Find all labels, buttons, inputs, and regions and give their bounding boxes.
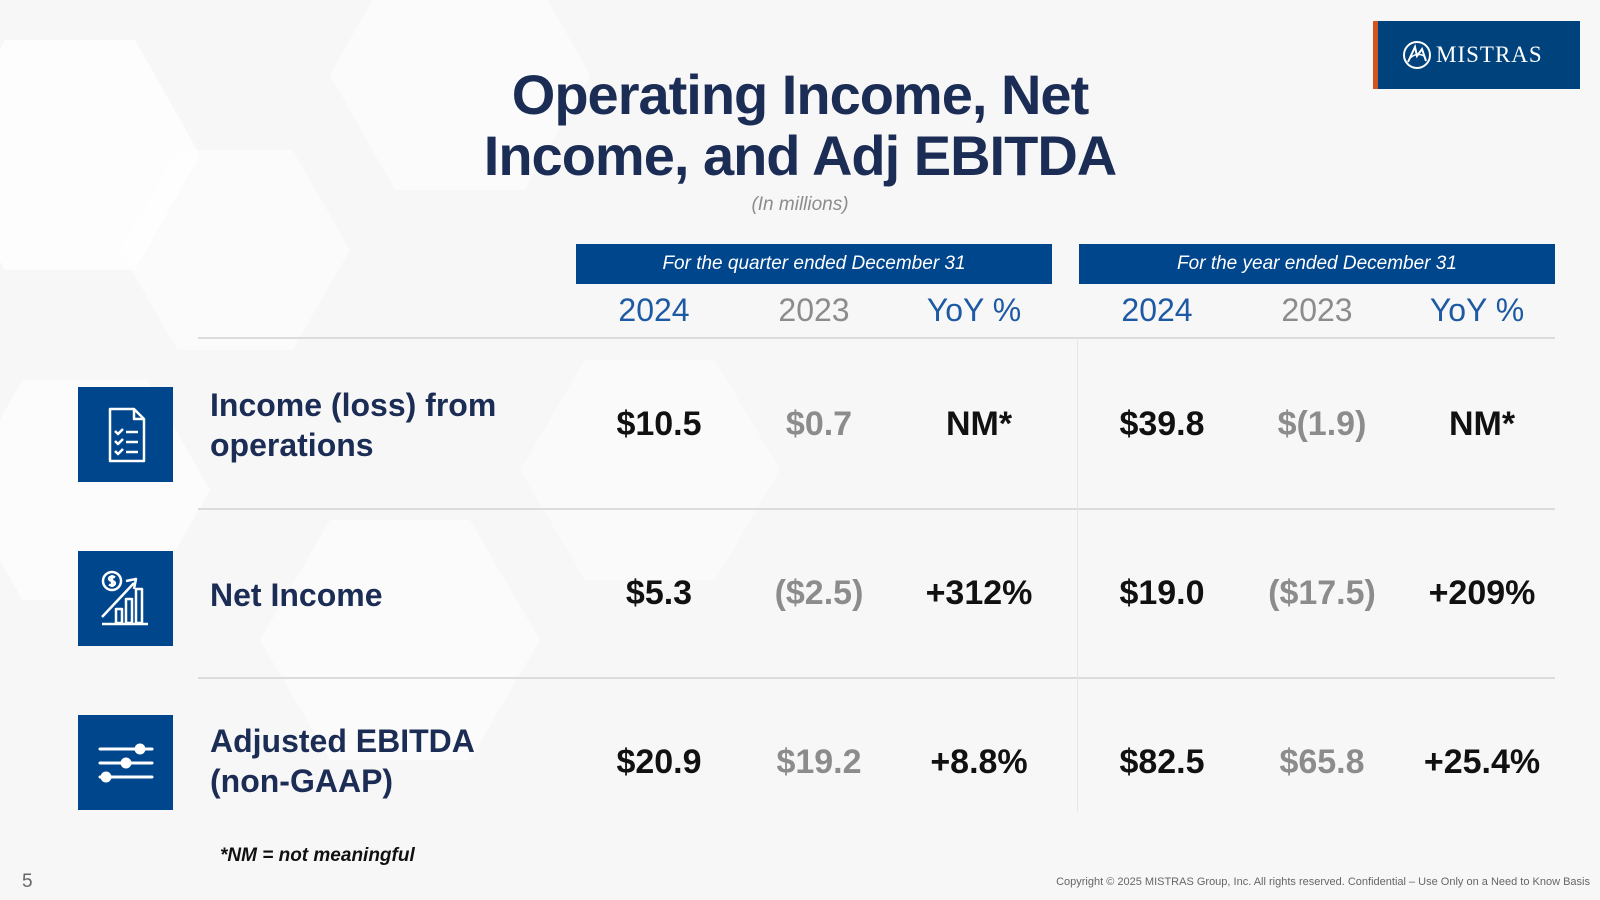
units-note: (In millions) bbox=[751, 194, 849, 215]
cell-ebitda-y-2024: $82.5 bbox=[1119, 743, 1205, 781]
row-label-net-income: Net Income bbox=[210, 577, 383, 613]
row-label-adjusted-ebitda: Adjusted EBITDA (non-GAAP) bbox=[210, 723, 474, 799]
cell-ni-q-2024: $5.3 bbox=[625, 574, 693, 612]
logo-wordmark: MISTRAS bbox=[1436, 42, 1543, 67]
cell-ops-y-2023: $(1.9) bbox=[1277, 405, 1367, 443]
cell-ni-y-yoy: +209% bbox=[1428, 574, 1536, 612]
cell-ebitda-y-2023: $65.8 bbox=[1279, 743, 1365, 781]
period-divider bbox=[1077, 337, 1078, 812]
mistras-logo: MISTRAS bbox=[1373, 21, 1580, 89]
header-divider bbox=[198, 337, 1555, 339]
year-period-header: For the year ended December 31 bbox=[1079, 244, 1555, 284]
page-title: Operating Income, Net Income, and Adj EB… bbox=[483, 63, 1117, 187]
cell-ni-y-2024: $19.0 bbox=[1119, 574, 1205, 612]
quarter-col-2024: 2024 bbox=[618, 292, 690, 328]
cell-ni-q-2023: ($2.5) bbox=[774, 574, 864, 612]
year-col-yoy: YoY % bbox=[1429, 292, 1525, 328]
sliders-icon bbox=[78, 715, 173, 810]
quarter-col-2023: 2023 bbox=[778, 292, 850, 328]
row-divider bbox=[198, 508, 1555, 510]
cell-ni-y-2023: ($17.5) bbox=[1268, 574, 1376, 612]
cell-ebitda-q-2023: $19.2 bbox=[776, 743, 862, 781]
cell-ebitda-q-2024: $20.9 bbox=[616, 743, 702, 781]
cell-ebitda-q-yoy: +8.8% bbox=[930, 743, 1028, 781]
row-divider bbox=[198, 677, 1555, 679]
year-col-2023: 2023 bbox=[1281, 292, 1353, 328]
year-col-2024: 2024 bbox=[1121, 292, 1193, 328]
quarter-period-header: For the quarter ended December 31 bbox=[576, 244, 1052, 284]
cell-ops-y-yoy: NM* bbox=[1448, 405, 1516, 443]
cell-ops-y-2024: $39.8 bbox=[1119, 405, 1205, 443]
cell-ops-q-yoy: NM* bbox=[945, 405, 1013, 443]
quarter-col-yoy: YoY % bbox=[926, 292, 1022, 328]
row-label-income-from-operations: Income (loss) from operations bbox=[210, 387, 497, 463]
document-checklist-icon bbox=[78, 387, 173, 482]
cell-ebitda-y-yoy: +25.4% bbox=[1423, 743, 1541, 781]
cell-ops-q-2023: $0.7 bbox=[785, 405, 853, 443]
mistras-globe-icon bbox=[1403, 41, 1431, 69]
cell-ni-q-yoy: +312% bbox=[925, 574, 1033, 612]
cell-ops-q-2024: $10.5 bbox=[616, 405, 702, 443]
footnote: *NM = not meaningful bbox=[220, 845, 415, 866]
copyright-notice: Copyright © 2025 MISTRAS Group, Inc. All… bbox=[1056, 876, 1590, 888]
page-number: 5 bbox=[22, 871, 33, 892]
dollar-growth-chart-icon bbox=[78, 551, 173, 646]
